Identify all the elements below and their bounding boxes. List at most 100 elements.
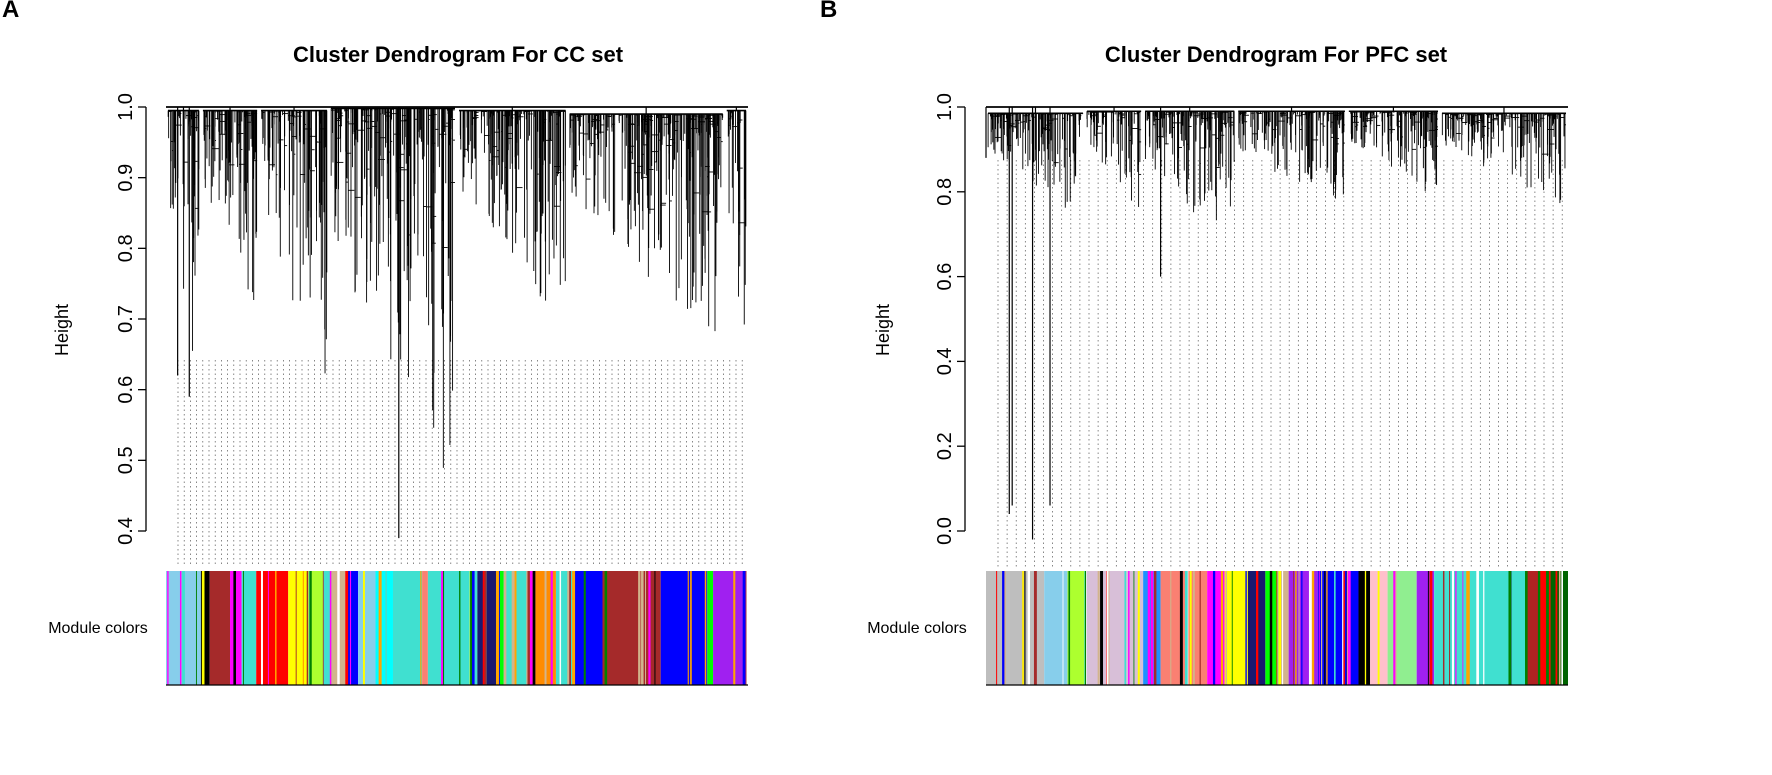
module-color-stripe	[397, 571, 399, 685]
module-color-block	[1358, 571, 1371, 685]
module-color-stripe	[1442, 571, 1444, 685]
module-color-block	[288, 571, 312, 685]
module-color-stripe	[526, 571, 528, 685]
module-color-stripe	[559, 571, 562, 685]
module-color-stripe	[1220, 571, 1224, 685]
module-color-stripe	[996, 571, 998, 685]
module-color-stripe	[1558, 571, 1561, 685]
module-color-block	[422, 571, 428, 685]
y-tick-label: 1.0	[115, 93, 137, 121]
module-color-stripe	[1546, 571, 1549, 685]
module-color-stripe	[1192, 571, 1195, 685]
module-color-stripe	[1256, 571, 1258, 685]
module-color-block	[1434, 571, 1528, 685]
pfc-dendrogram-panel: Cluster Dendrogram For PFC set Height Mo…	[867, 42, 1568, 686]
module-color-stripe	[1106, 571, 1109, 685]
module-color-stripe	[742, 571, 746, 685]
module-color-stripe	[1455, 571, 1457, 685]
module-color-stripe	[1295, 571, 1297, 685]
module-color-block	[1084, 571, 1144, 685]
module-color-stripe	[1449, 571, 1451, 685]
dendrogram-cluster	[202, 109, 258, 300]
module-color-stripe	[1462, 571, 1464, 685]
module-color-stripe	[1377, 571, 1380, 685]
module-color-stripe	[1179, 571, 1183, 685]
module-color-block	[392, 571, 423, 685]
module-color-stripe	[1124, 571, 1127, 685]
module-color-stripe	[302, 571, 304, 685]
module-color-stripe	[641, 571, 644, 685]
module-color-stripe	[345, 571, 349, 685]
y-tick-label: 0.6	[934, 263, 956, 291]
module-color-stripe	[654, 571, 656, 685]
module-color-block	[323, 571, 329, 685]
module-color-stripe	[443, 571, 445, 685]
module-color-bar	[986, 571, 1568, 686]
module-color-stripe	[362, 571, 365, 685]
module-color-stripe	[1555, 571, 1558, 685]
module-color-stripe	[1343, 571, 1345, 685]
module-color-stripe	[1451, 571, 1455, 685]
module-color-stripe	[1269, 571, 1273, 685]
module-color-block	[713, 571, 748, 685]
module-color-block	[346, 571, 359, 685]
panel-label-a: A	[2, 0, 20, 23]
module-color-stripe	[1108, 571, 1110, 685]
module-color-stripe	[243, 571, 244, 685]
module-color-stripe	[1033, 571, 1037, 685]
module-color-stripe	[472, 571, 475, 685]
module-color-stripe	[1133, 571, 1135, 685]
module-color-stripe	[385, 571, 387, 685]
module-color-stripe	[572, 571, 576, 685]
module-color-stripe	[1318, 571, 1320, 685]
panel-label-b: B	[820, 0, 838, 23]
module-color-stripe	[1326, 571, 1328, 685]
module-color-block	[497, 571, 504, 685]
module-color-stripe	[337, 571, 340, 685]
module-color-stripe	[441, 571, 444, 685]
module-color-stripe	[1364, 571, 1367, 685]
module-color-block	[477, 571, 498, 685]
module-color-stripe	[295, 571, 297, 685]
y-tick-label: 0.0	[934, 517, 956, 545]
module-color-stripe	[1170, 571, 1172, 685]
dendrogram-cluster	[569, 113, 724, 332]
module-color-stripe	[604, 571, 608, 685]
module-color-stripe	[583, 571, 586, 685]
module-color-block	[1538, 571, 1551, 685]
dendrogram-cluster	[987, 112, 1084, 208]
dendrogram-cluster	[1086, 110, 1142, 207]
dendrogram-cluster	[1441, 112, 1566, 204]
module-color-stripe	[1150, 571, 1154, 685]
dendrogram-cluster	[330, 107, 455, 468]
module-color-stripe	[687, 571, 689, 685]
y-tick-label: 0.8	[115, 234, 137, 262]
module-color-stripe	[1324, 571, 1326, 685]
y-tick-label: 0.4	[115, 517, 137, 545]
module-color-stripe	[227, 571, 229, 685]
module-color-stripe	[1293, 571, 1295, 685]
module-color-stripe	[306, 571, 309, 685]
module-color-block	[573, 571, 603, 685]
module-color-block	[311, 571, 324, 685]
module-color-stripe	[1311, 571, 1315, 685]
module-color-stripe	[1561, 571, 1564, 685]
module-color-stripe	[322, 571, 324, 685]
module-color-stripe	[1245, 571, 1247, 685]
module-color-stripe	[1189, 571, 1192, 685]
module-color-stripe	[1002, 571, 1006, 685]
module-color-stripe	[1213, 571, 1216, 685]
dendrogram-cluster	[1348, 110, 1438, 192]
module-color-stripe	[1301, 571, 1303, 685]
module-color-stripe	[182, 571, 185, 685]
dendrogram-cluster	[1238, 110, 1345, 199]
module-color-stripe	[307, 571, 310, 685]
module-color-stripe	[195, 571, 197, 685]
module-color-block	[1317, 571, 1359, 685]
y-tick-label: 0.6	[115, 376, 137, 404]
module-color-stripe	[260, 571, 263, 685]
module-colors-label: Module colors	[48, 620, 148, 637]
module-color-block	[1224, 571, 1248, 685]
y-tick-label: 0.2	[934, 432, 956, 460]
